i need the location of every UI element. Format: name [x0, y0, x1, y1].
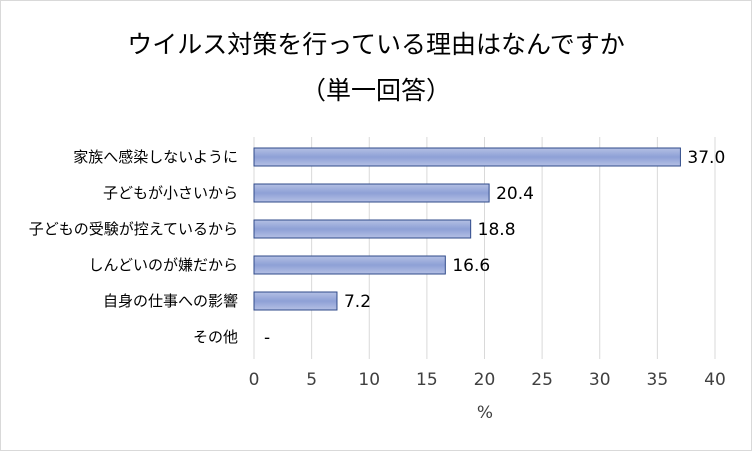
- data-label: 37.0: [687, 148, 725, 168]
- x-tick-label: 10: [358, 370, 380, 390]
- category-label: しんどいのが嫌だから: [88, 256, 238, 274]
- gridlines: [253, 137, 716, 359]
- data-label: 7.2: [344, 292, 371, 312]
- data-label: 16.6: [452, 256, 490, 276]
- category-label: 自身の仕事への影響: [103, 292, 238, 310]
- category-label: 子どもが小さいから: [103, 184, 238, 202]
- category-label: 家族へ感染しないように: [73, 148, 238, 166]
- category-label: その他: [193, 328, 238, 346]
- x-tick-label: 35: [647, 370, 669, 390]
- bar: [253, 147, 681, 167]
- x-tick-label: 0: [249, 370, 260, 390]
- data-label: 20.4: [496, 184, 534, 204]
- data-label: -: [264, 328, 270, 348]
- bar: [253, 183, 490, 203]
- category-label: 子どもの受験が控えているから: [29, 220, 238, 238]
- data-label: 18.8: [478, 220, 516, 240]
- x-tick-label: 30: [589, 370, 611, 390]
- x-tick-label: 20: [474, 370, 496, 390]
- x-tick-label: 5: [306, 370, 317, 390]
- x-tick-label: 25: [531, 370, 553, 390]
- chart-title: ウイルス対策を行っている理由はなんですか: [127, 30, 625, 59]
- labels: 0 5 10 15 20 25 30 35 40 家族へ感染しないように 37.0 子どもが小さいから…: [29, 148, 726, 390]
- x-axis-title: %: [477, 403, 493, 423]
- bar: [253, 255, 446, 275]
- bar: [253, 291, 338, 311]
- x-tick-label: 15: [416, 370, 438, 390]
- x-tick-label: 40: [704, 370, 726, 390]
- bar: [253, 219, 472, 239]
- bars: [253, 147, 681, 311]
- chart-subtitle: （単一回答）: [301, 76, 451, 105]
